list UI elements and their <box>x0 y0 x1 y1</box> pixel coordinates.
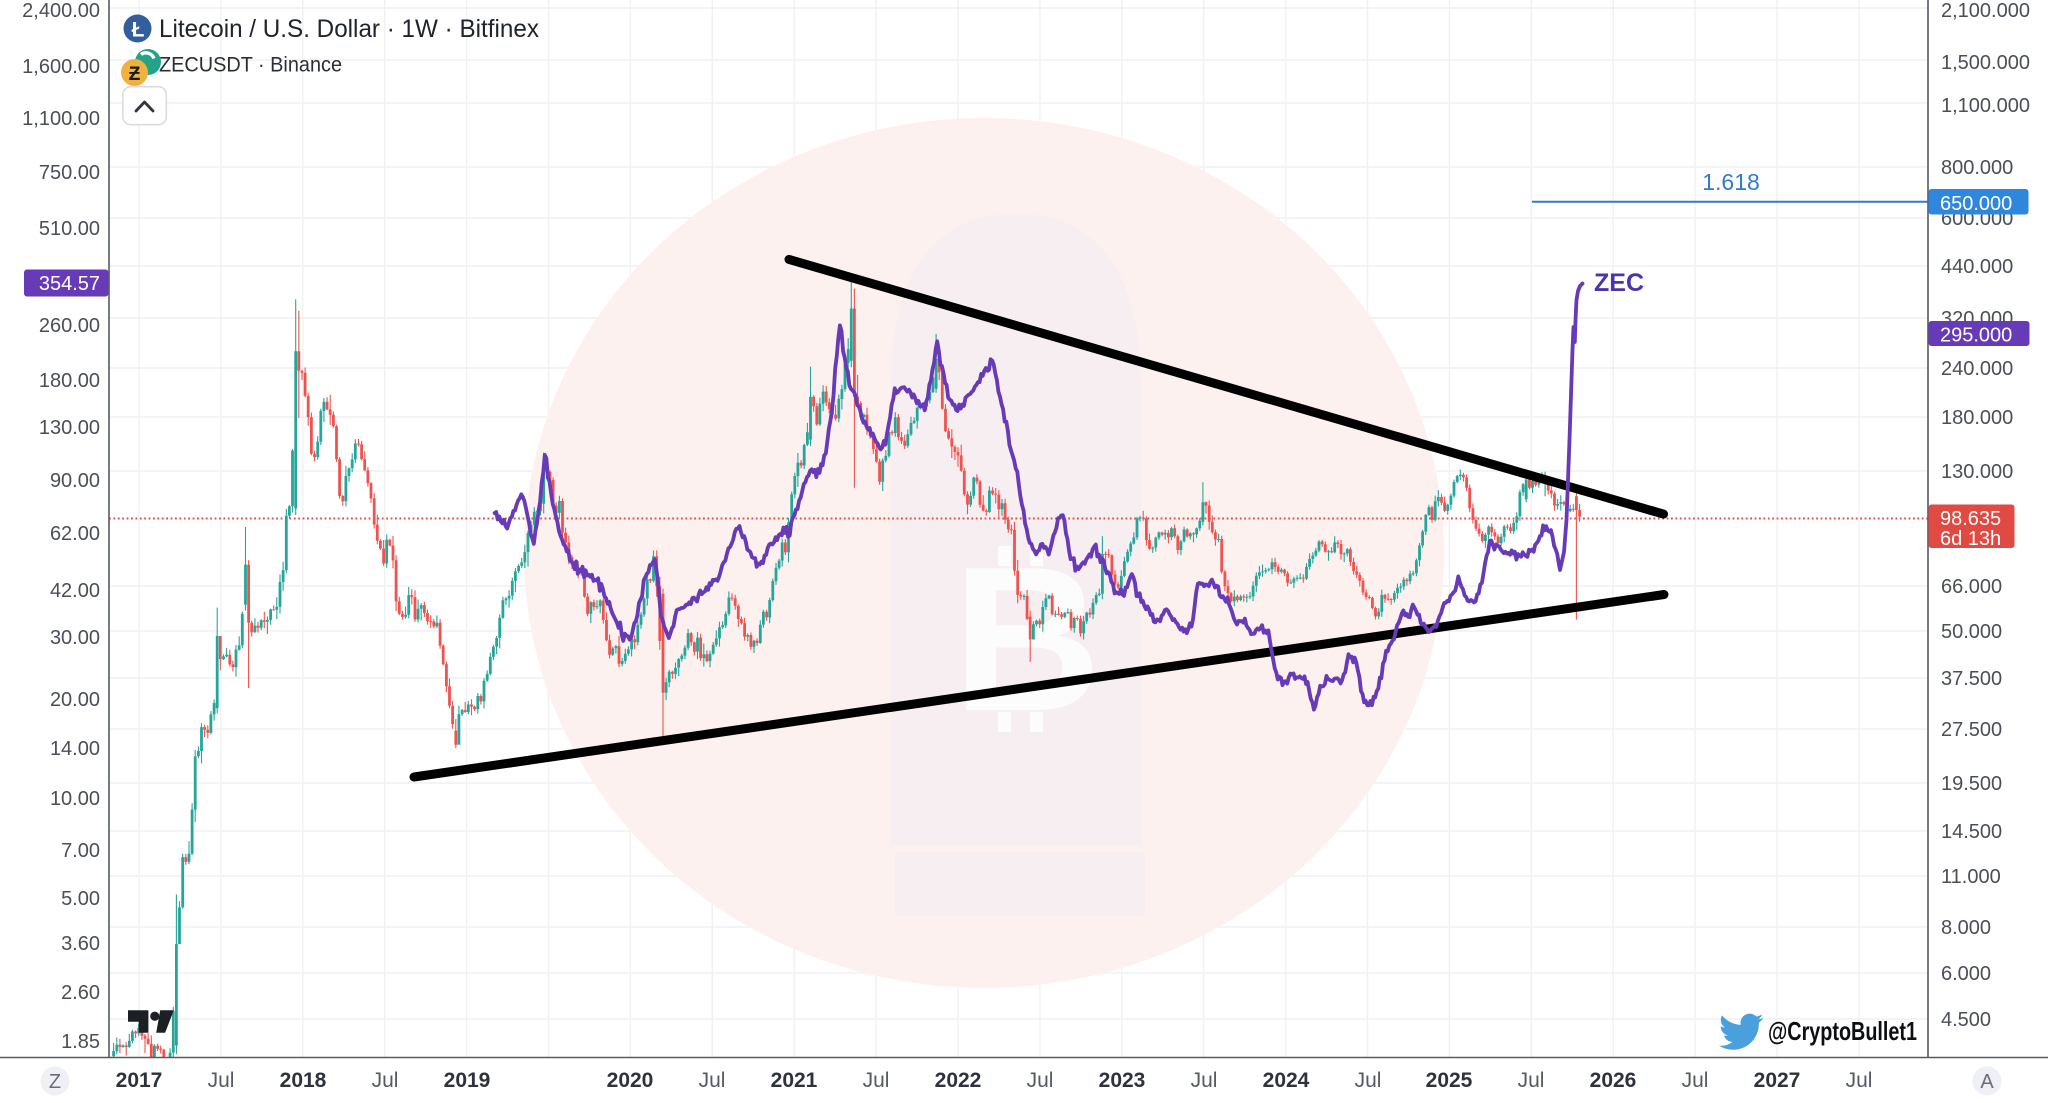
svg-text:14.500: 14.500 <box>1941 821 2002 843</box>
svg-text:19.500: 19.500 <box>1941 773 2002 795</box>
svg-text:6.000: 6.000 <box>1941 963 1991 985</box>
svg-text:14.00: 14.00 <box>50 738 100 760</box>
svg-text:6d 13h: 6d 13h <box>1940 528 2001 550</box>
svg-text:2,400.00: 2,400.00 <box>22 0 100 22</box>
svg-text:Jul: Jul <box>1191 1069 1218 1092</box>
svg-text:1,100.000: 1,100.000 <box>1941 95 2030 117</box>
svg-text:354.57: 354.57 <box>39 273 100 295</box>
svg-text:50.000: 50.000 <box>1941 621 2002 643</box>
svg-text:62.00: 62.00 <box>50 523 100 545</box>
svg-text:90.00: 90.00 <box>50 470 100 492</box>
svg-text:180.00: 180.00 <box>39 370 100 392</box>
svg-text:130.00: 130.00 <box>39 417 100 439</box>
svg-text:5.00: 5.00 <box>61 888 100 910</box>
svg-text:4.500: 4.500 <box>1941 1009 1991 1031</box>
svg-text:2019: 2019 <box>444 1069 491 1092</box>
svg-text:1,500.000: 1,500.000 <box>1941 52 2030 74</box>
svg-text:Ƶ: Ƶ <box>129 64 141 85</box>
svg-text:2025: 2025 <box>1426 1069 1473 1092</box>
svg-text:A: A <box>1980 1071 1994 1093</box>
svg-text:240.000: 240.000 <box>1941 358 2013 380</box>
svg-text:11.000: 11.000 <box>1941 866 2001 888</box>
svg-text:1.618: 1.618 <box>1702 169 1760 195</box>
svg-text:Jul: Jul <box>863 1069 890 1092</box>
svg-text:B: B <box>953 524 1102 754</box>
svg-text:20.00: 20.00 <box>50 689 100 711</box>
svg-text:2017: 2017 <box>116 1069 163 1092</box>
svg-text:98.635: 98.635 <box>1940 508 2001 530</box>
svg-text:130.000: 130.000 <box>1941 461 2013 483</box>
svg-text:ZECUSDT · Binance: ZECUSDT · Binance <box>159 54 342 77</box>
svg-text:Z: Z <box>49 1071 61 1093</box>
svg-text:440.000: 440.000 <box>1941 256 2013 278</box>
svg-text:2027: 2027 <box>1754 1069 1801 1092</box>
svg-text:2020: 2020 <box>607 1069 654 1092</box>
svg-text:Jul: Jul <box>372 1069 399 1092</box>
svg-text:Jul: Jul <box>699 1069 726 1092</box>
svg-text:295.000: 295.000 <box>1940 325 2012 347</box>
svg-text:Jul: Jul <box>208 1069 235 1092</box>
svg-text:8.000: 8.000 <box>1941 917 1991 939</box>
svg-text:10.00: 10.00 <box>50 788 100 810</box>
svg-text:2024: 2024 <box>1263 1069 1310 1092</box>
svg-text:Jul: Jul <box>1682 1069 1709 1092</box>
svg-text:260.00: 260.00 <box>39 315 100 337</box>
svg-text:37.500: 37.500 <box>1941 668 2002 690</box>
svg-text:Jul: Jul <box>1355 1069 1382 1092</box>
svg-text:650.000: 650.000 <box>1940 193 2012 215</box>
svg-text:1,100.00: 1,100.00 <box>22 108 100 130</box>
svg-text:Jul: Jul <box>1027 1069 1054 1092</box>
svg-text:2026: 2026 <box>1590 1069 1637 1092</box>
svg-text:2021: 2021 <box>771 1069 818 1092</box>
svg-text:800.000: 800.000 <box>1941 157 2013 179</box>
svg-text:Ł: Ł <box>132 19 145 42</box>
svg-text:180.000: 180.000 <box>1941 407 2013 429</box>
svg-text:27.500: 27.500 <box>1941 719 2002 741</box>
svg-text:66.000: 66.000 <box>1941 576 2002 598</box>
svg-text:Jul: Jul <box>1518 1069 1545 1092</box>
svg-text:Litecoin / U.S. Dollar · 1W ·: Litecoin / U.S. Dollar · 1W · Bitfinex <box>159 15 539 43</box>
svg-text:30.00: 30.00 <box>50 627 100 649</box>
svg-text:2018: 2018 <box>280 1069 327 1092</box>
svg-text:1,600.00: 1,600.00 <box>22 56 100 78</box>
svg-text:3.60: 3.60 <box>61 933 100 955</box>
svg-text:510.00: 510.00 <box>39 218 100 240</box>
svg-text:750.00: 750.00 <box>39 162 100 184</box>
svg-text:2022: 2022 <box>935 1069 982 1092</box>
svg-text:ZEC: ZEC <box>1594 269 1644 297</box>
svg-text:2023: 2023 <box>1099 1069 1146 1092</box>
svg-text:42.00: 42.00 <box>50 580 100 602</box>
svg-text:Jul: Jul <box>1846 1069 1873 1092</box>
svg-text:1.85: 1.85 <box>61 1031 100 1053</box>
svg-text:7.00: 7.00 <box>61 840 100 862</box>
svg-text:2.60: 2.60 <box>61 982 100 1004</box>
svg-text:2,100.000: 2,100.000 <box>1941 0 2030 22</box>
svg-text:@CryptoBullet1: @CryptoBullet1 <box>1768 1016 1917 1046</box>
